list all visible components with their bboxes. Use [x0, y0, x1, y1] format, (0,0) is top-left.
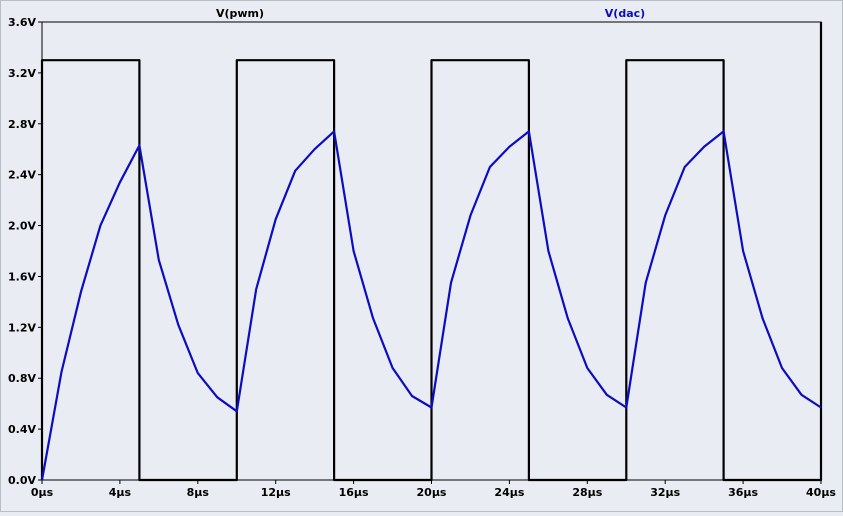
x-tick-label: 8µs: [187, 486, 210, 499]
y-tick-label: 2.0V: [8, 220, 36, 233]
x-tick-label: 40µs: [806, 486, 836, 499]
x-tick-label: 36µs: [728, 486, 758, 499]
x-tick-label: 16µs: [339, 486, 369, 499]
y-axis: 0.0V 0.4V 0.8V 1.2V 1.6V 2.0V 2.4V 2.8V 3.2V 3.6V: [8, 16, 42, 487]
trace-legend: V(pwm) V(dac): [216, 7, 645, 20]
legend-entry: V(pwm): [216, 7, 264, 20]
y-tick-label: 3.2V: [8, 67, 36, 80]
legend-entry: V(dac): [605, 7, 645, 20]
x-tick-label: 32µs: [650, 486, 680, 499]
y-tick-label: 0.8V: [8, 372, 36, 385]
x-axis: 0µs 4µs 8µs 12µs 16µs 20µs 24µs 28µs 32µs 36µs 40µ…: [31, 480, 836, 499]
y-tick-label: 1.6V: [8, 270, 36, 283]
traces-group: [40, 22, 823, 482]
x-tick-label: 24µs: [494, 486, 524, 499]
x-tick-label: 12µs: [261, 486, 291, 499]
trace-v-pwm: [40, 22, 823, 482]
y-tick-label: 1.2V: [8, 321, 36, 334]
x-tick-label: 0µs: [31, 486, 54, 499]
y-tick-label: 2.4V: [8, 169, 36, 182]
x-tick-label: 28µs: [572, 486, 602, 499]
y-tick-label: 3.6V: [8, 16, 36, 29]
y-tick-label: 2.8V: [8, 118, 36, 131]
trace-v-dac: [40, 130, 822, 481]
y-tick-label: 0.0V: [8, 474, 36, 487]
x-tick-label: 4µs: [109, 486, 132, 499]
y-tick-label: 0.4V: [8, 423, 36, 436]
x-tick-label: 20µs: [417, 486, 447, 499]
